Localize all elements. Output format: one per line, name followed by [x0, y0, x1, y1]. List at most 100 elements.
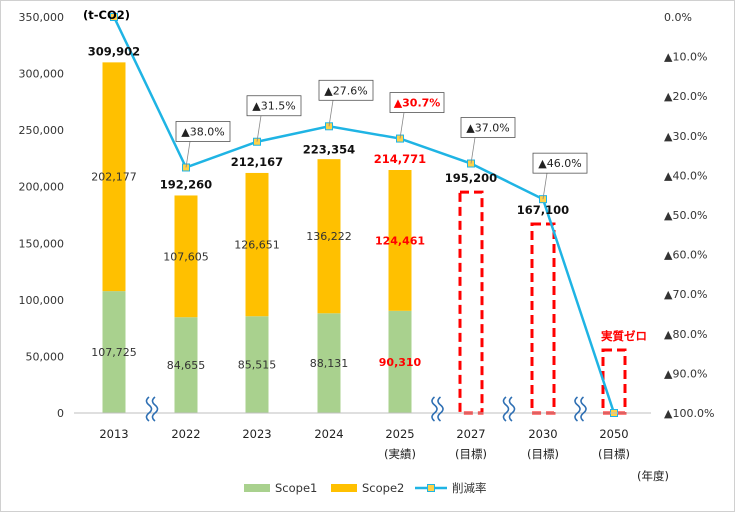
unit-label: (t-CO2)	[83, 8, 130, 22]
reduction-value-label: ▲31.5%	[252, 100, 295, 113]
axis-break-mark	[145, 396, 153, 422]
callout-box	[318, 79, 374, 101]
callout-box	[389, 92, 445, 113]
right-axis-tick-label: ▲90.0%	[664, 367, 707, 380]
scope2-value-label: 136,222	[306, 230, 352, 243]
bar-scope2	[174, 195, 198, 318]
scope2-value-label: 202,177	[91, 171, 137, 184]
category-label: 2050	[599, 427, 628, 441]
right-axis-tick-label: ▲60.0%	[664, 249, 707, 262]
legend-label-scope2: Scope2	[362, 481, 404, 495]
total-value-label: 214,771	[374, 152, 426, 166]
bar-scope1	[174, 317, 198, 413]
category-sublabel: (実績)	[384, 447, 416, 461]
right-axis-tick-label: ▲70.0%	[664, 288, 707, 301]
right-axis-tick-label: ▲40.0%	[664, 169, 707, 182]
callout-box	[246, 95, 302, 117]
bar-scope1	[245, 316, 269, 413]
total-value-label: 212,167	[231, 155, 283, 169]
left-axis-tick-label: 350,000	[19, 11, 65, 24]
right-axis-tick-label: ▲30.0%	[664, 130, 707, 143]
callout-box	[460, 117, 516, 138]
callout-leader	[542, 173, 548, 200]
category-sublabel: (目標)	[598, 447, 630, 461]
left-axis-tick-label: 100,000	[19, 294, 65, 307]
category-sublabel: (目標)	[455, 447, 487, 461]
category-label: 2025	[385, 427, 414, 441]
callout-leader	[185, 141, 191, 168]
total-value-label: 195,200	[445, 171, 497, 185]
scope1-value-label: 85,515	[238, 359, 277, 372]
total-value-label: 167,100	[517, 203, 569, 217]
scope2-value-label: 124,461	[375, 234, 425, 247]
left-axis-tick-label: 0	[57, 407, 64, 420]
bar-scope2	[317, 159, 341, 314]
total-value-label: 223,354	[303, 142, 355, 156]
left-axis-tick-label: 200,000	[19, 181, 65, 194]
axis-break-mark	[580, 396, 587, 422]
axis-break-mark	[502, 396, 510, 422]
reduction-value-label: ▲46.0%	[538, 157, 581, 170]
scope1-value-label: 84,655	[167, 359, 206, 372]
legend-label-scope1: Scope1	[275, 481, 317, 495]
scope1-value-label: 107,725	[91, 346, 137, 359]
reduction-value-label: ▲38.0%	[181, 125, 224, 138]
callout-box	[175, 121, 231, 142]
scope1-value-label: 88,131	[310, 357, 349, 370]
axis-break-mark	[437, 396, 444, 422]
target-box	[458, 190, 484, 415]
bar-scope2	[388, 170, 412, 311]
category-label: 2024	[314, 427, 343, 441]
target-note-label: 実質ゼロ	[601, 329, 647, 343]
callout-leader	[470, 137, 476, 164]
right-axis-tick-label: 0.0%	[664, 11, 692, 24]
callout-leader	[328, 100, 334, 127]
callout-leader	[399, 112, 405, 139]
callout-box	[532, 152, 588, 174]
legend-label-reduction: 削減率	[452, 481, 487, 495]
axis-break-mark	[574, 396, 581, 422]
axis-break-mark	[151, 396, 159, 422]
callout-leader	[256, 115, 262, 142]
right-axis-tick-label: ▲50.0%	[664, 209, 707, 222]
bar-scope1	[317, 313, 341, 413]
axis-break-mark	[508, 396, 516, 422]
scope2-value-label: 126,651	[234, 239, 280, 252]
reduction-value-label: ▲27.6%	[324, 84, 367, 97]
left-axis-tick-label: 250,000	[19, 124, 65, 137]
bar-scope1	[388, 310, 412, 413]
category-label: 2023	[242, 427, 271, 441]
target-box	[530, 222, 556, 415]
left-axis-tick-label: 300,000	[19, 68, 65, 81]
year-unit-label: (年度)	[637, 469, 669, 483]
reduction-value-label: ▲37.0%	[466, 122, 509, 135]
legend-swatch-scope1	[244, 484, 270, 492]
bar-scope2	[245, 172, 269, 317]
bar-scope2	[102, 62, 126, 292]
category-label: 2022	[171, 427, 200, 441]
category-label: 2030	[528, 427, 557, 441]
target-box	[601, 348, 627, 415]
category-sublabel: (目標)	[527, 447, 559, 461]
right-axis-tick-label: ▲20.0%	[664, 90, 707, 103]
legend-swatch-scope2	[331, 484, 357, 492]
reduction-value-label: ▲30.7%	[394, 97, 441, 110]
right-axis-tick-label: ▲10.0%	[664, 51, 707, 64]
left-axis-tick-label: 150,000	[19, 237, 65, 250]
legend-marker-reduction	[427, 484, 435, 492]
right-axis-tick-label: ▲100.0%	[664, 407, 714, 420]
axis-break-mark	[431, 396, 438, 422]
scope2-value-label: 107,605	[163, 250, 209, 263]
right-axis-tick-label: ▲80.0%	[664, 328, 707, 341]
bar-scope1	[102, 291, 126, 413]
left-axis-tick-label: 50,000	[26, 350, 65, 363]
reduction-line	[112, 16, 616, 414]
total-value-label: 309,902	[88, 44, 140, 58]
total-value-label: 192,260	[160, 177, 212, 191]
reduction-marker	[110, 13, 118, 21]
scope1-value-label: 90,310	[379, 356, 422, 369]
category-label: 2013	[99, 427, 128, 441]
category-label: 2027	[456, 427, 485, 441]
